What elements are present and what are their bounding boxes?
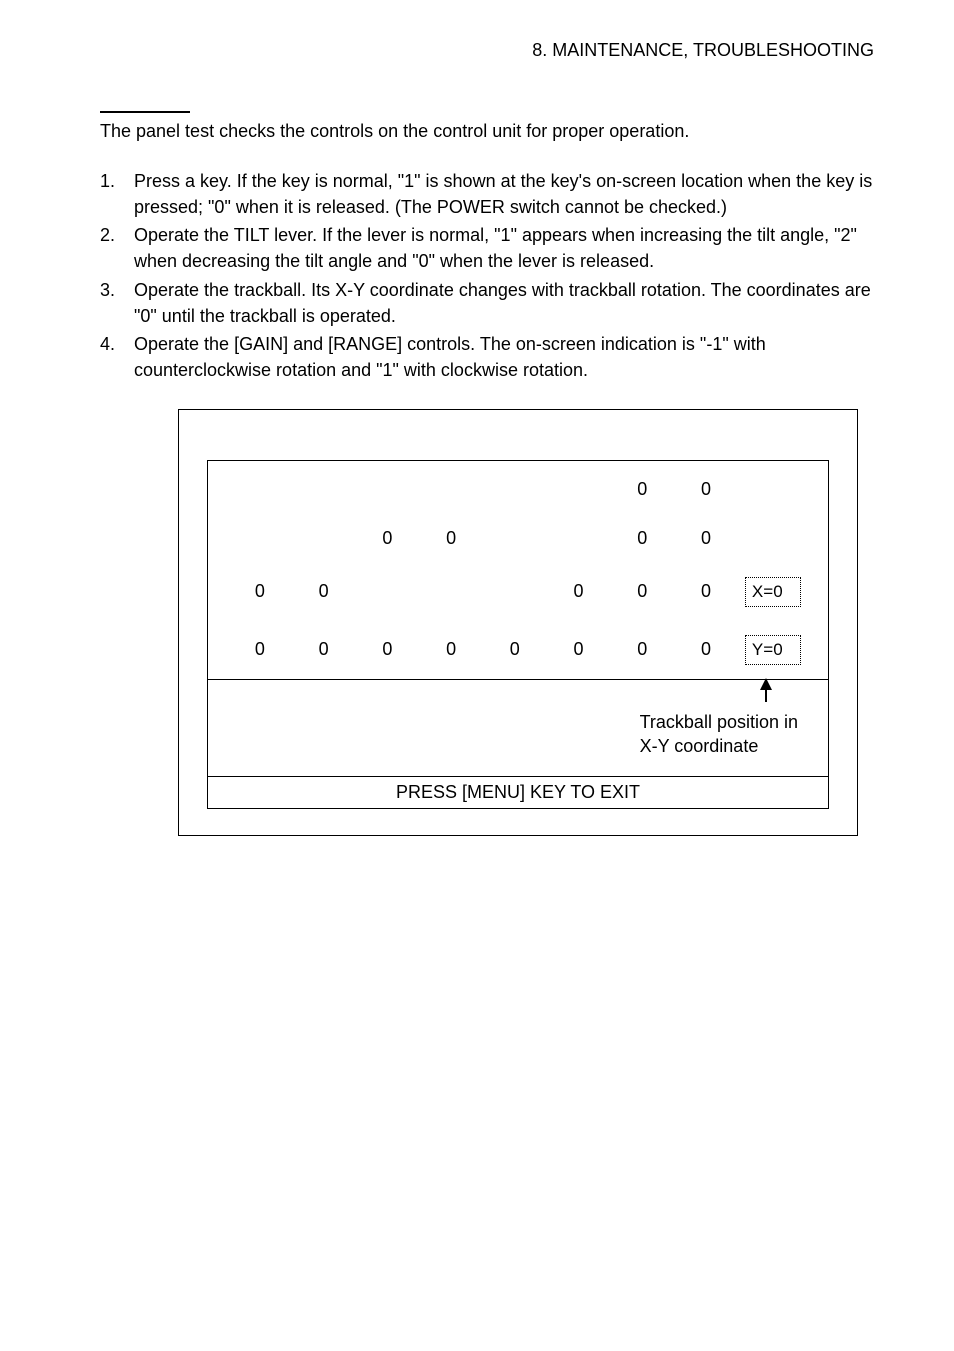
step-item: 3.Operate the trackball. Its X-Y coordin… — [100, 277, 874, 329]
grid-cell: 0 — [547, 581, 611, 602]
exit-instruction-box: PRESS [MENU] KEY TO EXIT — [207, 776, 829, 809]
grid-cell: 0 — [610, 581, 674, 602]
grid-cell: 0 — [610, 528, 674, 549]
step-text: Press a key. If the key is normal, "1" i… — [134, 171, 872, 217]
diagram-outer-box: 0 0 0 0 0 0 0 0 0 0 0 X=0 0 0 0 — [178, 409, 858, 836]
step-item: 4.Operate the [GAIN] and [RANGE] control… — [100, 331, 874, 383]
annotation-area: Trackball position inX-Y coordinate — [207, 680, 829, 776]
grid-cell: 0 — [292, 581, 356, 602]
grid-cell: 0 — [419, 528, 483, 549]
step-text: Operate the [GAIN] and [RANGE] controls.… — [134, 334, 766, 380]
step-item: 1.Press a key. If the key is normal, "1"… — [100, 168, 874, 220]
x-coordinate-box: X=0 — [745, 577, 801, 607]
grid-cell: 0 — [419, 639, 483, 660]
grid-cell-xy: X=0 — [738, 577, 808, 607]
value-grid: 0 0 0 0 0 0 0 0 0 0 0 X=0 0 0 0 — [228, 479, 808, 665]
step-number: 1. — [100, 168, 134, 194]
step-item: 2.Operate the TILT lever. If the lever i… — [100, 222, 874, 274]
grid-cell: 0 — [292, 639, 356, 660]
section-underline — [100, 111, 190, 113]
grid-cell: 0 — [610, 639, 674, 660]
page-header: 8. MAINTENANCE, TROUBLESHOOTING — [100, 40, 874, 61]
grid-cell: 0 — [355, 528, 419, 549]
step-number: 4. — [100, 331, 134, 357]
grid-cell: 0 — [547, 639, 611, 660]
steps-list: 1.Press a key. If the key is normal, "1"… — [100, 168, 874, 383]
grid-cell-xy: Y=0 — [738, 635, 808, 665]
grid-cell: 0 — [483, 639, 547, 660]
step-number: 2. — [100, 222, 134, 248]
grid-cell: 0 — [674, 479, 738, 500]
grid-cell: 0 — [674, 528, 738, 549]
grid-cell: 0 — [228, 639, 292, 660]
step-text: Operate the trackball. Its X-Y coordinat… — [134, 280, 871, 326]
trackball-annotation: Trackball position inX-Y coordinate — [640, 710, 798, 759]
grid-cell: 0 — [228, 581, 292, 602]
grid-cell: 0 — [674, 581, 738, 602]
grid-cell: 0 — [610, 479, 674, 500]
intro-paragraph: The panel test checks the controls on th… — [100, 119, 874, 144]
step-text: Operate the TILT lever. If the lever is … — [134, 225, 857, 271]
diagram-grid-box: 0 0 0 0 0 0 0 0 0 0 0 X=0 0 0 0 — [207, 460, 829, 679]
grid-cell: 0 — [355, 639, 419, 660]
step-number: 3. — [100, 277, 134, 303]
grid-cell: 0 — [674, 639, 738, 660]
y-coordinate-box: Y=0 — [745, 635, 801, 665]
